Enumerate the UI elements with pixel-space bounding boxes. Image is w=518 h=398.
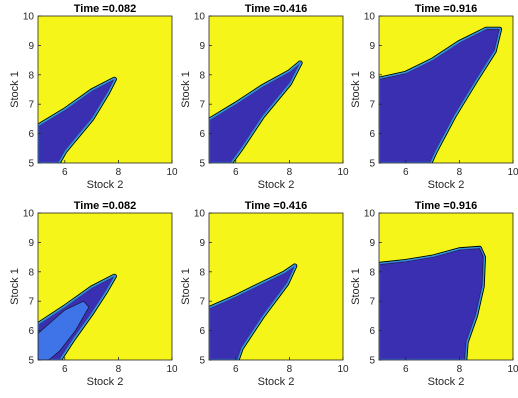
axes-box [378, 212, 514, 361]
y-tick-label: 8 [28, 267, 34, 278]
contour-band-blue [379, 28, 501, 163]
y-tick-label: 8 [199, 70, 205, 81]
subplot-2: 6 8 10 5 6 7 8 9 10 Time =0.416 Stock 2 Stock 1 [180, 3, 349, 191]
axes-box [208, 15, 344, 164]
y-tick-label: 5 [199, 159, 205, 170]
y-tick-label: 9 [28, 41, 34, 52]
x-tick-label: 10 [507, 364, 518, 375]
x-tick-label: 10 [337, 167, 349, 178]
y-axis-label: Stock 1 [180, 268, 192, 305]
y-tick-label: 9 [199, 41, 205, 52]
y-tick-label: 8 [28, 70, 34, 81]
subplot-5: 6 8 10 5 6 7 8 9 10 Time =0.416 Stock 2 Stock 1 [180, 200, 349, 388]
x-tick-label: 8 [457, 167, 463, 178]
subplot-title: Time =0.416 [245, 3, 307, 15]
subplot-4: 6 8 10 5 6 7 8 9 10 Time =0.082 Stock 2 Stock 1 [9, 200, 178, 388]
y-tick-label: 9 [28, 238, 34, 249]
x-tick-label: 10 [337, 364, 349, 375]
axes-box [37, 15, 173, 164]
subplot-title: Time =0.082 [74, 200, 136, 212]
subplot-title: Time =0.082 [74, 3, 136, 15]
x-tick-label: 8 [116, 364, 122, 375]
y-tick-label: 6 [199, 326, 205, 337]
y-tick-label: 10 [23, 12, 35, 23]
x-tick-label: 10 [507, 167, 518, 178]
contour-band-blue [379, 247, 485, 360]
subplot-title: Time =0.916 [415, 200, 477, 212]
y-tick-label: 8 [199, 267, 205, 278]
axes-box [37, 212, 173, 361]
x-axis-label: Stock 2 [258, 376, 295, 388]
y-tick-label: 6 [199, 129, 205, 140]
x-tick-label: 8 [457, 364, 463, 375]
y-axis-label: Stock 1 [180, 71, 192, 108]
x-tick-label: 10 [166, 167, 178, 178]
x-axis-label: Stock 2 [258, 179, 295, 191]
y-axis-label: Stock 1 [350, 268, 362, 305]
contour-band-blue [209, 264, 296, 360]
y-tick-label: 10 [364, 12, 376, 23]
y-axis-label: Stock 1 [350, 71, 362, 108]
y-axis-label: Stock 1 [9, 268, 21, 305]
x-tick-label: 6 [62, 364, 68, 375]
x-tick-label: 10 [166, 364, 178, 375]
x-tick-label: 8 [287, 364, 293, 375]
y-tick-label: 8 [369, 267, 375, 278]
y-tick-label: 5 [28, 159, 34, 170]
x-tick-label: 6 [62, 167, 68, 178]
contour-band-blue [38, 275, 116, 360]
subplot-title: Time =0.416 [245, 200, 307, 212]
y-tick-label: 5 [369, 356, 375, 367]
x-tick-label: 8 [116, 167, 122, 178]
contour-band-blue [38, 78, 116, 163]
y-tick-label: 10 [194, 12, 206, 23]
y-tick-label: 10 [194, 209, 206, 220]
y-tick-label: 7 [199, 297, 205, 308]
y-tick-label: 9 [369, 41, 375, 52]
y-axis-label: Stock 1 [9, 71, 21, 108]
y-tick-label: 5 [28, 356, 34, 367]
subplot-1: 6 8 10 5 6 7 8 9 10 Time =0.082 Stock 2 Stock 1 [9, 3, 178, 191]
y-tick-label: 7 [369, 297, 375, 308]
contour-inner-region [38, 300, 90, 360]
y-tick-label: 9 [369, 238, 375, 249]
y-tick-label: 7 [28, 100, 34, 111]
axes-box [378, 15, 514, 164]
y-tick-label: 7 [199, 100, 205, 111]
y-tick-label: 6 [369, 326, 375, 337]
subplot-6: 6 8 10 5 6 7 8 9 10 Time =0.916 Stock 2 Stock 1 [350, 200, 518, 388]
x-tick-label: 6 [403, 364, 409, 375]
x-tick-label: 6 [233, 364, 239, 375]
contour-region [379, 247, 485, 360]
x-axis-label: Stock 2 [428, 376, 465, 388]
y-tick-label: 8 [369, 70, 375, 81]
y-tick-label: 5 [369, 159, 375, 170]
x-tick-label: 6 [233, 167, 239, 178]
contour-band-blue [209, 61, 302, 163]
y-tick-label: 7 [28, 297, 34, 308]
x-axis-label: Stock 2 [87, 179, 124, 191]
y-tick-label: 10 [23, 209, 35, 220]
y-tick-label: 9 [199, 238, 205, 249]
subplot-3: 6 8 10 5 6 7 8 9 10 Time =0.916 Stock 2 Stock 1 [350, 3, 518, 191]
subplot-title: Time =0.916 [415, 3, 477, 15]
x-tick-label: 6 [403, 167, 409, 178]
x-tick-label: 8 [287, 167, 293, 178]
y-tick-label: 6 [28, 326, 34, 337]
y-tick-label: 5 [199, 356, 205, 367]
y-tick-label: 6 [369, 129, 375, 140]
y-tick-label: 7 [369, 100, 375, 111]
x-axis-label: Stock 2 [428, 179, 465, 191]
y-tick-label: 6 [28, 129, 34, 140]
y-tick-label: 10 [364, 209, 376, 220]
axes-box [208, 212, 344, 361]
x-axis-label: Stock 2 [87, 376, 124, 388]
